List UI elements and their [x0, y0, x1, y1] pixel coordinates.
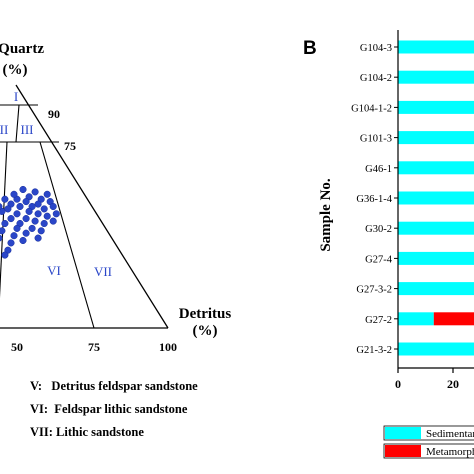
sample-label: G101-3	[360, 134, 392, 145]
legend: Sedimentar Metamorph	[383, 425, 474, 459]
scatter-point	[40, 205, 48, 213]
note-vi: VI: Feldspar lithic sandstone	[30, 402, 188, 416]
ternary-panel: Quartz (%) 90 75 I II III VI VII Detritu…	[0, 41, 231, 439]
right-unit: (%)	[193, 323, 218, 339]
note-v: V: Detritus feldspar sandstone	[30, 379, 198, 393]
sample-label: G46-1	[365, 164, 392, 175]
bar-segment	[398, 131, 474, 145]
panel-label-b: B	[303, 38, 317, 59]
ternary-points	[0, 185, 60, 259]
sample-label: G104-1-2	[351, 103, 392, 114]
scatter-point	[7, 215, 15, 223]
scatter-point	[49, 217, 57, 225]
scatter-point	[7, 239, 15, 247]
sample-label: G27-2	[365, 315, 392, 326]
right-label: Detritus	[179, 306, 232, 322]
bar-panel: B Sample No. G104-3G104-2G104-1-2G101-3G…	[303, 30, 474, 459]
scatter-point	[0, 234, 3, 242]
field-label-vi: VI	[47, 263, 61, 278]
boundary-field-vi-vii	[39, 141, 95, 329]
right-edge	[15, 84, 169, 329]
scatter-point	[1, 195, 9, 203]
legend-frame-top	[383, 425, 474, 441]
field-label-ii: II	[0, 122, 8, 137]
field-label-iii: III	[21, 122, 34, 137]
scatter-point	[19, 185, 27, 194]
scatter-point	[34, 210, 42, 218]
sample-label: G27-3-2	[356, 285, 392, 296]
sample-label: G27-4	[365, 254, 393, 265]
legend-swatch-sedimentar	[385, 427, 421, 439]
bar-segment	[398, 221, 474, 235]
boundary-apex-divider	[15, 104, 20, 143]
x-tick-label-0: 0	[395, 377, 401, 391]
note-vii: VII: Lithic sandstone	[30, 425, 144, 439]
bar-segment	[398, 251, 474, 265]
base-tick-75: 75	[88, 340, 100, 354]
bar-marks	[398, 40, 474, 356]
scatter-point	[16, 202, 24, 211]
scatter-point	[34, 234, 42, 242]
field-label-i: I	[14, 89, 18, 104]
legend-frame-bottom	[383, 443, 474, 459]
y-axis-title: Sample No.	[318, 178, 334, 252]
scatter-point	[22, 229, 30, 237]
bar-segment	[398, 70, 474, 84]
base-tick-50: 50	[11, 340, 23, 354]
scatter-point	[19, 236, 27, 245]
scatter-point	[37, 227, 45, 235]
legend-label-metamorph: Metamorph	[426, 446, 474, 458]
scatter-point	[13, 210, 21, 218]
scatter-point	[1, 219, 9, 228]
scatter-point	[22, 198, 30, 206]
boundary-label-75: 75	[64, 139, 76, 153]
scatter-point	[52, 210, 60, 218]
base-tick-100: 100	[159, 340, 177, 354]
legend-swatch-metamorph	[385, 445, 421, 457]
bar-segment	[398, 282, 474, 296]
apex-label: Quartz	[0, 41, 44, 57]
scatter-point	[10, 190, 18, 198]
scatter-point	[43, 190, 51, 198]
bar-segment	[398, 100, 474, 114]
scatter-point	[13, 224, 21, 232]
scatter-point	[49, 202, 57, 211]
boundary-label-90: 90	[48, 107, 60, 121]
scatter-point	[34, 200, 42, 208]
field-label-vii: VII	[94, 264, 112, 279]
boundary-field-v-vi	[0, 141, 8, 299]
bar-segment	[433, 312, 474, 326]
apex-unit: (%)	[3, 62, 28, 78]
bar-segment	[398, 342, 474, 356]
sample-label: G104-2	[360, 73, 392, 84]
sample-label: G30-2	[365, 224, 392, 235]
scatter-point	[31, 188, 39, 196]
bar-segment	[398, 191, 474, 205]
scatter-point	[0, 227, 6, 235]
sample-labels: G104-3 G104-2 G104-1-2 G101-3 G46-1 G36-1-4 G3…	[351, 43, 398, 356]
scatter-point	[31, 217, 39, 225]
scatter-point	[1, 251, 9, 259]
scatter-point	[0, 203, 3, 210]
bar-segment	[398, 312, 434, 326]
scatter-point	[43, 212, 51, 220]
x-tick-label-20: 20	[447, 377, 459, 391]
bar-segment	[398, 161, 474, 175]
scatter-point	[10, 232, 18, 240]
scatter-point	[22, 215, 30, 223]
scatter-point	[25, 207, 33, 215]
sample-label: G21-3-2	[356, 345, 392, 356]
scatter-point	[4, 205, 12, 213]
scatter-point	[40, 219, 48, 228]
bar-segment	[398, 40, 474, 54]
sample-label: G104-3	[360, 43, 392, 54]
sample-label: G36-1-4	[356, 194, 392, 205]
scatter-point	[28, 224, 36, 232]
legend-label-sedimentar: Sedimentar	[426, 428, 474, 440]
